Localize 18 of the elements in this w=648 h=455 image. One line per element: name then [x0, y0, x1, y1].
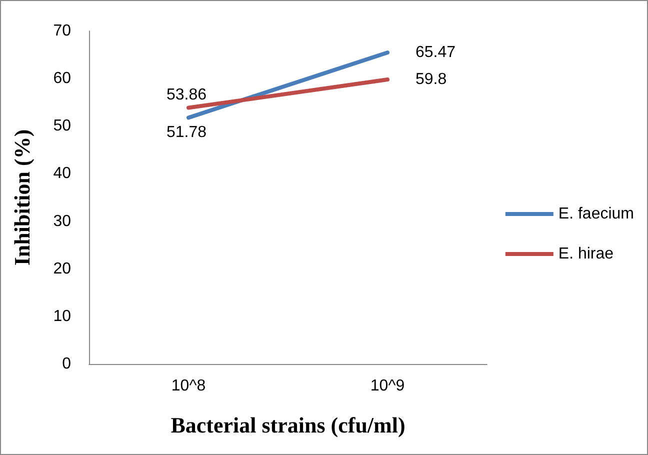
legend-label: E. hirae	[558, 246, 614, 262]
x-tick-label: 10^9	[370, 378, 405, 394]
data-label: 65.47	[416, 44, 456, 62]
x-axis-title: Bacterial strains (cfu/ml)	[170, 412, 406, 438]
x-tick-label: 10^8	[171, 378, 206, 394]
y-tick-label: 60	[53, 70, 72, 88]
y-axis-title: Inhibition (%)	[10, 129, 34, 266]
y-tick-label: 50	[53, 118, 72, 135]
y-tick-label: 70	[53, 22, 72, 40]
data-label: 51.78	[166, 124, 207, 142]
legend-label: E. faecium	[558, 206, 634, 222]
y-tick-label: 10	[53, 308, 72, 325]
data-label: 53.86	[166, 86, 207, 104]
y-tick-label: 20	[53, 260, 72, 278]
y-tick-label: 40	[53, 165, 72, 182]
data-label: 59.8	[416, 71, 447, 88]
y-tick-label: 0	[62, 356, 72, 372]
y-tick-label: 30	[53, 212, 72, 230]
